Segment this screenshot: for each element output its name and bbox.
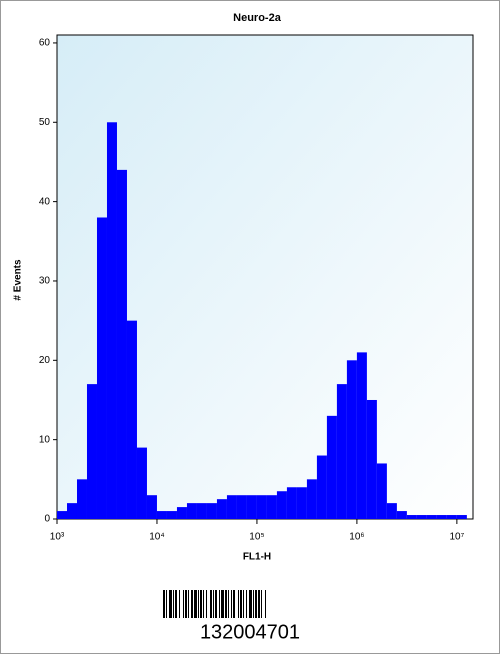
- bar: [226, 495, 237, 519]
- bar: [116, 169, 127, 519]
- bars: [57, 122, 467, 519]
- bar: [286, 487, 297, 519]
- bar: [206, 503, 217, 519]
- y-tick-label: 10: [39, 434, 51, 445]
- bar: [186, 503, 197, 519]
- barcode-bar: [228, 590, 229, 618]
- barcode-bar: [191, 590, 193, 618]
- bar: [456, 515, 467, 519]
- bar: [196, 503, 207, 519]
- barcode-bar: [200, 590, 202, 618]
- bar: [136, 447, 147, 519]
- barcode-bar: [221, 590, 224, 618]
- bar: [146, 495, 157, 519]
- barcode-bar: [185, 590, 187, 618]
- bar: [96, 217, 107, 519]
- x-tick-label: 10⁷: [449, 532, 464, 543]
- bar: [406, 515, 417, 519]
- x-tick-label: 10⁶: [349, 532, 364, 543]
- bar: [326, 415, 337, 519]
- bar: [386, 503, 397, 519]
- bar: [366, 399, 377, 519]
- barcode-bar: [219, 590, 220, 618]
- bar: [296, 487, 307, 519]
- bar: [346, 360, 357, 519]
- bar: [376, 463, 387, 519]
- barcode-bar: [253, 590, 254, 618]
- bar: [316, 455, 327, 519]
- bar: [66, 503, 77, 519]
- chart-title: Neuro-2a: [233, 12, 282, 24]
- barcode-bar: [173, 590, 174, 618]
- bar: [336, 384, 347, 519]
- y-axis-label: # Events: [13, 259, 24, 301]
- bar: [356, 352, 367, 519]
- bar: [166, 511, 177, 519]
- barcode-bar: [249, 590, 252, 618]
- y-tick-label: 40: [39, 196, 51, 207]
- bar: [426, 515, 437, 519]
- x-tick-label: 10³: [50, 532, 65, 543]
- barcode-bar: [183, 590, 184, 618]
- barcode-bar: [238, 590, 239, 618]
- barcode-bar: [206, 590, 207, 618]
- barcode-bar: [198, 590, 199, 618]
- barcode-bar: [225, 590, 227, 618]
- barcode-bar: [215, 590, 217, 618]
- barcode-bar: [179, 590, 180, 618]
- bar: [306, 479, 317, 519]
- bar: [236, 495, 247, 519]
- bar: [416, 515, 427, 519]
- barcode-bar: [265, 590, 266, 618]
- barcode-bar: [246, 590, 247, 618]
- barcode-bar: [163, 590, 165, 618]
- x-tick-label: 10⁵: [249, 532, 264, 543]
- bar: [156, 511, 167, 519]
- barcode-bar: [169, 590, 172, 618]
- bar: [436, 515, 447, 519]
- bar: [446, 515, 457, 519]
- barcode-bar: [203, 590, 204, 618]
- barcode-bar: [210, 590, 212, 618]
- x-tick-label: 10⁴: [149, 532, 164, 543]
- bar: [86, 384, 97, 519]
- barcode-bar: [194, 590, 197, 618]
- barcode-bar: [213, 590, 214, 618]
- bar: [106, 122, 117, 519]
- bar: [57, 511, 67, 519]
- barcode-bar: [166, 590, 167, 618]
- bar: [266, 495, 277, 519]
- bar: [256, 495, 267, 519]
- x-axis-label: FL1-H: [243, 552, 271, 563]
- y-tick-label: 20: [39, 355, 51, 366]
- barcode-bar: [240, 590, 242, 618]
- barcode-bar: [243, 590, 244, 618]
- barcode: [163, 590, 266, 618]
- barcode-bar: [261, 590, 262, 618]
- barcode-bar: [175, 590, 177, 618]
- y-tick-label: 0: [44, 514, 50, 525]
- y-tick-label: 60: [39, 38, 51, 49]
- bar: [276, 491, 287, 519]
- y-tick-label: 30: [39, 276, 51, 287]
- barcode-bar: [233, 590, 235, 618]
- barcode-bar: [258, 590, 260, 618]
- bar: [126, 320, 137, 519]
- barcode-number: 132004701: [200, 621, 300, 643]
- barcode-bar: [231, 590, 232, 618]
- barcode-bar: [188, 590, 189, 618]
- y-tick-label: 50: [39, 117, 51, 128]
- bar: [176, 507, 187, 519]
- bar: [396, 511, 407, 519]
- bar: [216, 499, 227, 519]
- bar: [246, 495, 257, 519]
- bar: [76, 479, 87, 519]
- barcode-bar: [255, 590, 257, 618]
